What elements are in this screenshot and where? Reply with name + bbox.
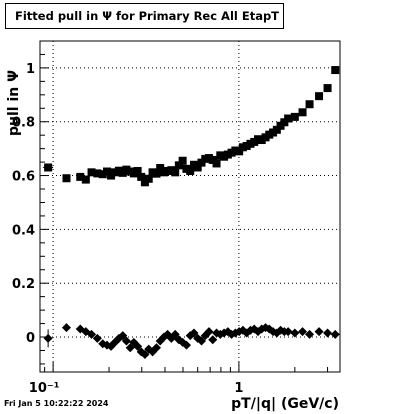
data-point-square	[93, 169, 102, 178]
data-point-square	[284, 114, 293, 123]
data-point-square	[305, 100, 314, 109]
data-point-square	[98, 170, 107, 179]
data-point-square	[235, 147, 244, 156]
data-point-diamond	[151, 343, 161, 353]
data-point-square	[290, 112, 299, 121]
data-point-diamond	[314, 327, 324, 337]
data-point-square	[193, 163, 202, 172]
tick-labels: 0 0.2 0.4 0.6 0.8 1 10⁻¹ 1	[12, 62, 243, 396]
data-point-diamond	[330, 329, 340, 339]
y-tick-label: 0.2	[12, 277, 35, 292]
data-point-diamond	[181, 340, 191, 350]
data-point-square	[171, 168, 180, 177]
x-tick-label: 10⁻¹	[29, 381, 60, 396]
plot-axes	[39, 40, 341, 373]
data-series	[43, 66, 340, 360]
axis-ticks	[40, 40, 329, 372]
data-point-square	[87, 168, 96, 177]
data-point-square	[323, 84, 332, 93]
x-tick-label: 1	[234, 381, 243, 396]
data-point-diamond	[197, 336, 207, 346]
data-point-diamond	[305, 329, 315, 339]
data-point-diamond	[189, 328, 199, 338]
data-point-diamond	[92, 333, 102, 343]
chart-title: Fitted pull in Ψ for Primary Rec All Eta…	[5, 3, 284, 29]
data-point-square	[186, 166, 195, 175]
data-point-square	[137, 172, 146, 181]
data-point-square	[156, 164, 165, 173]
y-axis-label: pull in Ψ	[6, 70, 22, 136]
data-point-diamond	[140, 350, 150, 360]
data-point-square	[62, 174, 71, 183]
data-point-diamond	[290, 328, 300, 338]
y-tick-label: 0.8	[12, 116, 35, 131]
data-point-diamond	[121, 336, 131, 346]
series-1	[44, 66, 340, 187]
data-point-square	[81, 175, 90, 184]
data-point-square	[76, 172, 85, 181]
data-point-square	[298, 108, 307, 117]
y-tick-label: 1	[26, 62, 35, 77]
data-point-diamond	[87, 329, 97, 339]
data-point-diamond	[204, 327, 214, 337]
data-point-diamond	[208, 335, 218, 345]
data-point-square	[331, 66, 340, 75]
data-point-square	[272, 125, 281, 134]
series-2	[43, 323, 340, 360]
data-point-square	[133, 166, 142, 175]
data-point-diamond	[61, 323, 71, 333]
data-point-square	[315, 92, 324, 101]
data-point-square	[178, 156, 187, 165]
data-point-diamond	[283, 327, 293, 337]
data-point-square	[212, 159, 221, 168]
y-tick-label: 0.6	[12, 170, 35, 185]
data-point-square	[103, 167, 112, 176]
y-tick-label: 0.4	[12, 223, 35, 238]
data-point-square	[110, 168, 119, 177]
data-point-diamond	[118, 331, 128, 341]
x-axis-label: pT/|q| (GeV/c)	[231, 396, 339, 412]
data-point-square	[174, 161, 183, 170]
data-point-diamond	[170, 329, 180, 339]
data-point-diamond	[298, 327, 308, 337]
data-point-square	[152, 169, 161, 178]
plot-frame	[39, 40, 341, 373]
timestamp-footer: Fri Jan 5 10:22:22 2024	[4, 399, 109, 408]
data-point-diamond	[125, 343, 135, 353]
data-point-square	[144, 174, 153, 183]
grid-lines	[40, 41, 340, 372]
data-point-diamond	[323, 328, 333, 338]
y-tick-label: 0	[26, 331, 35, 346]
